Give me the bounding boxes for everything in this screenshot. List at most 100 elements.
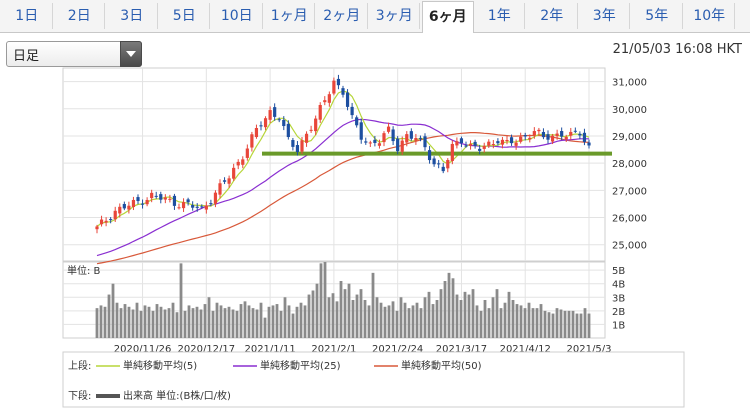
volume-bar [111, 283, 115, 338]
candle-body [396, 138, 400, 152]
candle-body [118, 206, 122, 214]
volume-bar [119, 308, 123, 338]
volume-bar [487, 308, 491, 338]
tab-3[interactable]: 3日 [107, 3, 158, 29]
candle-body [582, 132, 587, 142]
candle-body [122, 203, 126, 209]
volume-bar [123, 304, 127, 338]
volume-bar [231, 309, 235, 338]
volume-bar [271, 305, 275, 338]
candle-body [528, 137, 532, 140]
volume-bar [475, 305, 479, 338]
candle-body [154, 195, 158, 197]
volume-bar [383, 306, 387, 338]
candle-body [473, 141, 477, 146]
volume-bar [95, 308, 99, 338]
tab-11[interactable]: 2年 [527, 3, 578, 29]
volume-bar [127, 306, 131, 338]
volume-bar [207, 297, 211, 338]
volume-bar [299, 302, 303, 338]
tab-14[interactable]: 10年 [685, 3, 735, 29]
candle-body [236, 161, 240, 166]
candle-body [450, 143, 454, 161]
candle-body [455, 141, 459, 146]
last-updated-timestamp: 21/05/03 16:08 HKT [612, 42, 742, 57]
volume-bar [567, 310, 571, 338]
legend-volume-label: 出来高 単位:(B株/口/枚) [123, 389, 231, 402]
candle-body [332, 80, 336, 94]
candle-body [569, 131, 573, 136]
interval-select[interactable]: 日足 [6, 41, 142, 67]
chevron-down-icon[interactable] [120, 41, 142, 67]
candle-body [427, 150, 432, 161]
volume-bar [315, 283, 319, 338]
candle-body [177, 207, 181, 209]
candle-body [423, 136, 427, 148]
candle-body [204, 205, 208, 210]
volume-bar [251, 308, 255, 338]
volume-bar [339, 281, 343, 338]
candle-body [519, 136, 523, 142]
volume-bar [131, 309, 135, 338]
volume-bar [387, 305, 391, 338]
volume-bar [163, 309, 167, 338]
candle-body [245, 148, 249, 158]
candle-body [523, 135, 527, 137]
volume-bar [363, 300, 367, 338]
legend-ma25-label: 単純移動平均(25) [260, 359, 341, 372]
candle-body [537, 129, 541, 132]
candle-body [172, 195, 177, 206]
tab-9[interactable]: 6ヶ月 [422, 1, 474, 33]
candle-body [131, 199, 136, 208]
volume-bar [179, 263, 183, 338]
tab-12[interactable]: 3年 [580, 3, 630, 29]
volume-bar [355, 294, 359, 338]
volume-bar [275, 304, 279, 338]
tab-13[interactable]: 5年 [632, 3, 683, 29]
volume-bar [139, 310, 143, 338]
tab-10[interactable]: 1年 [475, 3, 525, 29]
legend-upper-label: 上段: [68, 359, 91, 372]
tab-6[interactable]: 1ヶ月 [265, 3, 315, 29]
tab-7[interactable]: 2ヶ月 [317, 3, 368, 29]
volume-bar [267, 306, 271, 338]
volume-bar [443, 281, 447, 338]
volume-bar [171, 302, 175, 338]
x-tick-label: 2021/1/11 [244, 344, 295, 355]
volume-bar [287, 305, 291, 338]
candle-body [109, 219, 113, 221]
candle-body [514, 142, 518, 146]
interval-select-value: 日足 [13, 49, 40, 64]
candle-body [587, 142, 591, 146]
volume-bar [263, 317, 267, 338]
candle-body [550, 135, 555, 142]
ma25-line [96, 118, 589, 257]
volume-bar [483, 300, 487, 338]
candle-body [482, 146, 486, 149]
volume-bar [219, 305, 223, 338]
candle-body [441, 166, 445, 172]
candle-body [268, 110, 272, 120]
x-tick-label: 2021/2/24 [372, 344, 423, 355]
candle-body [218, 183, 222, 195]
tab-5[interactable]: 10日 [212, 3, 263, 29]
candle-body [400, 140, 404, 152]
volume-bar [211, 310, 215, 338]
candle-body [259, 125, 263, 127]
volume-bar [203, 304, 207, 338]
candle-body [113, 210, 117, 220]
candle-body [295, 145, 300, 153]
volume-bar [215, 302, 219, 338]
candle-body [336, 78, 341, 86]
volume-bar [371, 272, 375, 338]
volume-bar [335, 301, 339, 338]
candle-body [286, 123, 290, 138]
tab-2[interactable]: 2日 [55, 3, 105, 29]
volume-bar [183, 310, 187, 338]
tab-8[interactable]: 3ヶ月 [370, 3, 420, 29]
volume-bar [235, 310, 239, 338]
tab-4[interactable]: 5日 [160, 3, 210, 29]
candle-body [487, 141, 491, 146]
tab-1[interactable]: 1日 [2, 3, 53, 29]
volume-bar [311, 290, 315, 338]
